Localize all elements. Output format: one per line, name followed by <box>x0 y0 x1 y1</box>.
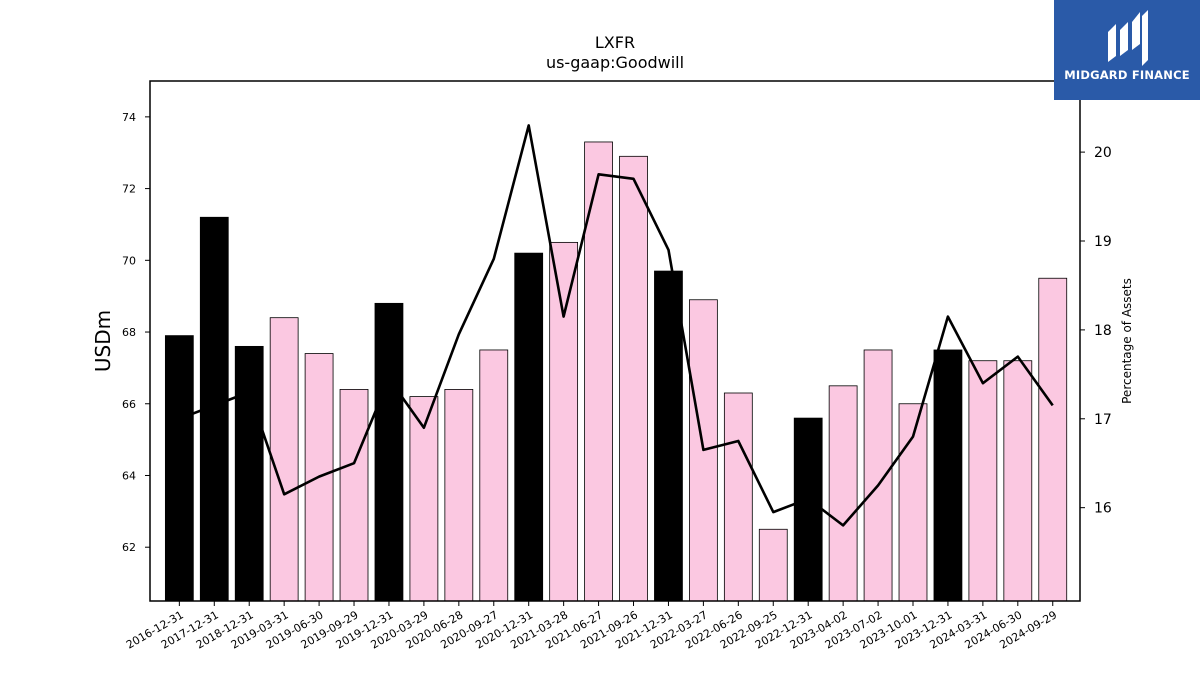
y-axis-label: USDm <box>91 310 115 372</box>
plot-frame <box>149 80 1081 602</box>
series-line <box>178 124 1054 527</box>
bar <box>1003 360 1033 602</box>
bar <box>584 141 613 602</box>
bar <box>549 241 579 602</box>
y-tick-label: 74 <box>122 111 136 124</box>
bar <box>654 270 683 602</box>
brand-logo: MIDGARD FINANCE <box>1054 0 1200 100</box>
bar <box>374 302 404 602</box>
bar <box>269 317 299 602</box>
brand-mark-icon <box>1108 10 1148 66</box>
bar <box>723 392 753 602</box>
bar <box>758 528 788 602</box>
bar <box>234 345 264 602</box>
brand-name: MIDGARD FINANCE <box>1064 68 1190 82</box>
y-tick-label: 62 <box>122 541 136 554</box>
bar <box>828 385 858 602</box>
bar <box>933 349 963 602</box>
y2-axis-label: Percentage of Assets <box>1120 278 1134 404</box>
bar <box>968 360 998 602</box>
bar <box>863 349 893 602</box>
y-tick-label: 72 <box>122 183 136 196</box>
chart-title: LXFR <box>595 33 635 52</box>
y-tick-label: 64 <box>122 469 136 482</box>
bar <box>409 396 439 602</box>
bar <box>793 417 823 602</box>
y-tick-label: 68 <box>122 326 136 339</box>
y2-tick-label: 18 <box>1094 323 1112 339</box>
bar <box>479 349 509 602</box>
y2-tick-label: 17 <box>1094 412 1112 428</box>
y-tick-label: 70 <box>122 254 136 267</box>
bar <box>1038 277 1068 602</box>
bar <box>164 335 194 602</box>
bar <box>514 252 544 602</box>
y2-tick-label: 16 <box>1094 501 1112 517</box>
y2-tick-label: 20 <box>1094 145 1112 161</box>
y2-tick-label: 19 <box>1094 234 1112 250</box>
y-tick-label: 66 <box>122 398 136 411</box>
bar <box>444 389 474 602</box>
bar <box>339 389 369 602</box>
bar <box>619 155 648 602</box>
chart-subtitle: us-gaap:Goodwill <box>546 53 684 72</box>
